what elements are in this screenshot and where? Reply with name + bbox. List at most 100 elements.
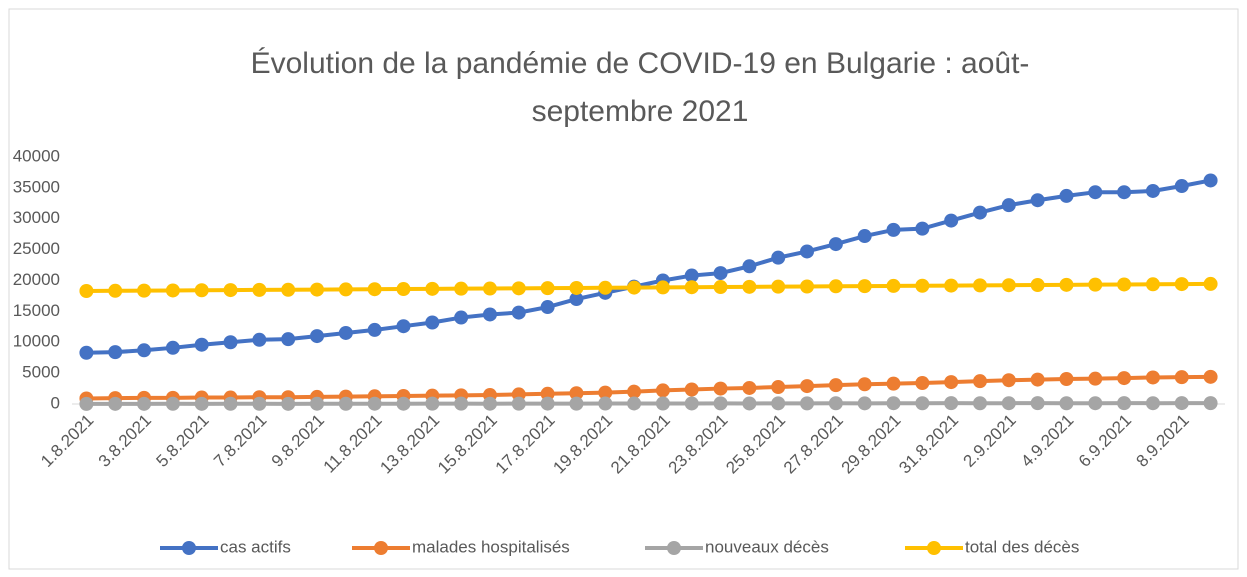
data-point xyxy=(425,315,440,330)
legend-marker xyxy=(374,541,388,555)
data-point xyxy=(281,332,296,347)
data-point xyxy=(684,382,699,397)
data-point xyxy=(540,396,555,411)
data-point xyxy=(915,221,930,236)
data-point xyxy=(540,386,555,401)
data-point xyxy=(425,281,440,296)
data-point xyxy=(915,396,930,411)
data-point xyxy=(598,385,613,400)
data-point xyxy=(886,278,901,293)
data-point xyxy=(771,396,786,411)
data-point xyxy=(771,380,786,395)
data-point xyxy=(194,283,209,298)
data-point xyxy=(857,377,872,392)
data-point xyxy=(367,322,382,337)
data-point xyxy=(742,259,757,274)
data-point xyxy=(79,345,94,360)
data-point xyxy=(511,305,526,320)
data-point xyxy=(1059,396,1074,411)
data-point xyxy=(915,376,930,391)
data-point xyxy=(79,283,94,298)
data-point xyxy=(482,281,497,296)
data-point xyxy=(828,279,843,294)
data-point xyxy=(108,396,123,411)
data-point xyxy=(1059,188,1074,203)
data-point xyxy=(627,280,642,295)
data-point xyxy=(915,278,930,293)
data-point xyxy=(310,282,325,297)
data-point xyxy=(482,396,497,411)
data-point xyxy=(396,396,411,411)
legend-label: cas actifs xyxy=(220,537,291,556)
legend-label: nouveaux décès xyxy=(705,537,829,556)
data-point xyxy=(569,280,584,295)
data-point xyxy=(338,282,353,297)
data-point xyxy=(1030,278,1045,293)
data-point xyxy=(598,396,613,411)
y-tick-label: 15000 xyxy=(13,301,60,320)
series-line xyxy=(86,281,1211,293)
data-point xyxy=(223,396,238,411)
data-point xyxy=(713,396,728,411)
y-tick-label: 35000 xyxy=(13,177,60,196)
data-point xyxy=(367,282,382,297)
data-point xyxy=(972,278,987,293)
data-point xyxy=(1001,373,1016,388)
data-point xyxy=(223,283,238,298)
data-point xyxy=(684,280,699,295)
data-point xyxy=(800,379,815,394)
legend-marker xyxy=(667,541,681,555)
data-point xyxy=(252,396,267,411)
data-point xyxy=(1174,370,1189,385)
data-point xyxy=(886,222,901,237)
data-point xyxy=(1117,277,1132,292)
data-point xyxy=(1174,179,1189,194)
data-point xyxy=(828,396,843,411)
data-point xyxy=(194,337,209,352)
data-point xyxy=(857,229,872,244)
data-point xyxy=(396,319,411,334)
data-point xyxy=(1145,396,1160,411)
data-point xyxy=(569,292,584,307)
data-point xyxy=(511,281,526,296)
data-point xyxy=(310,329,325,344)
data-point xyxy=(886,396,901,411)
data-point xyxy=(223,335,238,350)
data-point xyxy=(598,280,613,295)
data-point xyxy=(425,396,440,411)
data-point xyxy=(1088,185,1103,200)
data-point xyxy=(944,375,959,390)
data-point xyxy=(800,279,815,294)
chart-title: Évolution de la pandémie de COVID-19 en … xyxy=(250,47,1030,128)
y-tick-label: 0 xyxy=(51,393,60,412)
y-tick-label: 30000 xyxy=(13,208,60,227)
data-point xyxy=(1117,371,1132,386)
y-tick-label: 40000 xyxy=(13,146,60,165)
data-point xyxy=(281,282,296,297)
data-point xyxy=(1174,396,1189,411)
data-point xyxy=(1174,277,1189,292)
data-point xyxy=(569,386,584,401)
data-point xyxy=(944,396,959,411)
series-line xyxy=(86,178,1211,355)
data-point xyxy=(108,283,123,298)
legend-marker xyxy=(182,541,196,555)
data-point xyxy=(511,396,526,411)
data-point xyxy=(1001,198,1016,213)
data-point xyxy=(800,244,815,259)
data-point xyxy=(1145,277,1160,292)
data-point xyxy=(252,332,267,347)
data-point xyxy=(137,343,152,358)
y-tick-label: 25000 xyxy=(13,239,60,258)
data-point xyxy=(1145,370,1160,385)
data-point xyxy=(540,281,555,296)
data-point xyxy=(1030,193,1045,208)
data-point xyxy=(310,396,325,411)
data-point xyxy=(454,281,469,296)
legend-label: malades hospitalisés xyxy=(412,537,570,556)
data-point xyxy=(165,396,180,411)
data-point xyxy=(972,374,987,389)
data-point xyxy=(828,378,843,393)
